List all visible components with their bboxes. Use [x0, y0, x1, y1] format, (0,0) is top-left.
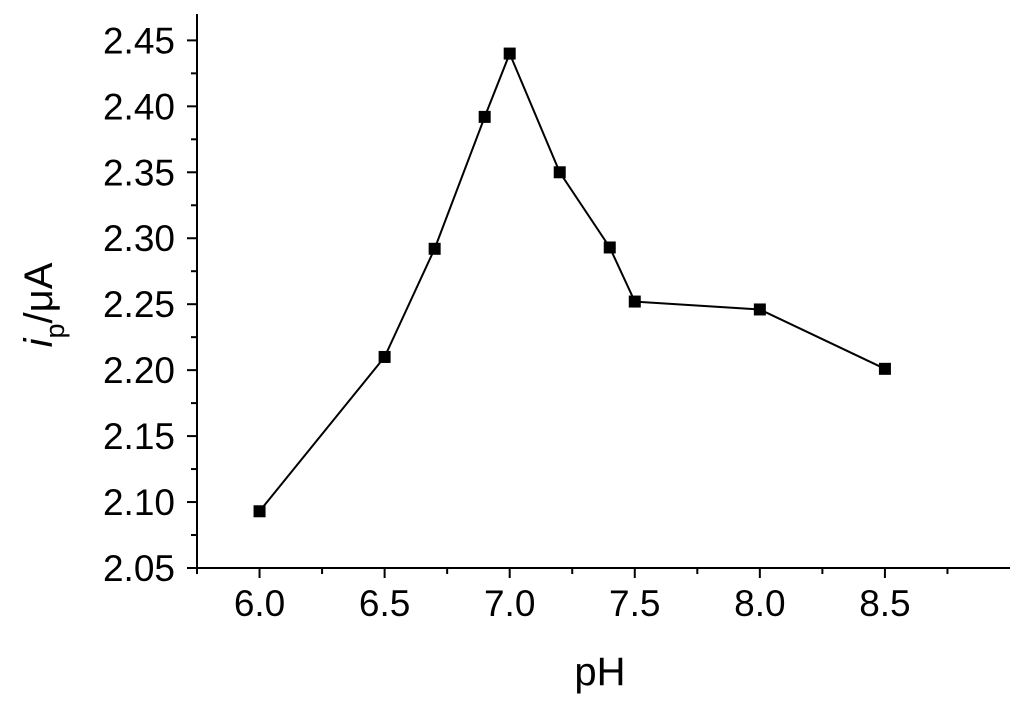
- y-tick-label: 2.25: [103, 284, 175, 325]
- y-tick-label: 2.05: [103, 548, 175, 589]
- y-tick-label: 2.40: [103, 86, 175, 127]
- data-point: [503, 47, 516, 60]
- y-tick-label: 2.45: [103, 20, 175, 61]
- axis-titles: pH ip/μA: [17, 262, 626, 694]
- data-point: [628, 295, 641, 308]
- data-point: [478, 110, 491, 123]
- data-point: [553, 166, 566, 179]
- x-tick-label: 7.5: [609, 583, 660, 624]
- data-point: [753, 303, 766, 316]
- x-tick-label: 6.0: [234, 583, 285, 624]
- y-tick-label: 2.15: [103, 416, 175, 457]
- x-tick-label: 8.0: [734, 583, 785, 624]
- data-point: [603, 241, 616, 254]
- y-axis-title: ip/μA: [17, 262, 70, 347]
- y-tick-label: 2.20: [103, 350, 175, 391]
- x-tick-label: 6.5: [359, 583, 410, 624]
- y-axis-title-main: i: [17, 337, 61, 347]
- y-axis-title-sub: p: [40, 323, 70, 338]
- y-tick-label: 2.35: [103, 152, 175, 193]
- data-point: [378, 350, 391, 363]
- data-point: [878, 362, 891, 375]
- data-point: [428, 242, 441, 255]
- x-tick-label: 7.0: [484, 583, 535, 624]
- x-axis-title: pH: [574, 650, 625, 694]
- axes: [196, 14, 1010, 569]
- ticks: [187, 39, 949, 578]
- series: [253, 47, 891, 518]
- series-line: [258, 50, 886, 512]
- y-tick-label: 2.10: [103, 482, 175, 523]
- x-tick-label: 8.5: [859, 583, 910, 624]
- y-tick-label: 2.30: [103, 218, 175, 259]
- data-point: [253, 505, 266, 518]
- y-axis-title-unit: /μA: [17, 262, 61, 323]
- tick-labels: 6.0 6.5 7.0 7.5 8.0 8.5 2.05 2.10 2.15 2.20 2.25 2.…: [103, 20, 911, 624]
